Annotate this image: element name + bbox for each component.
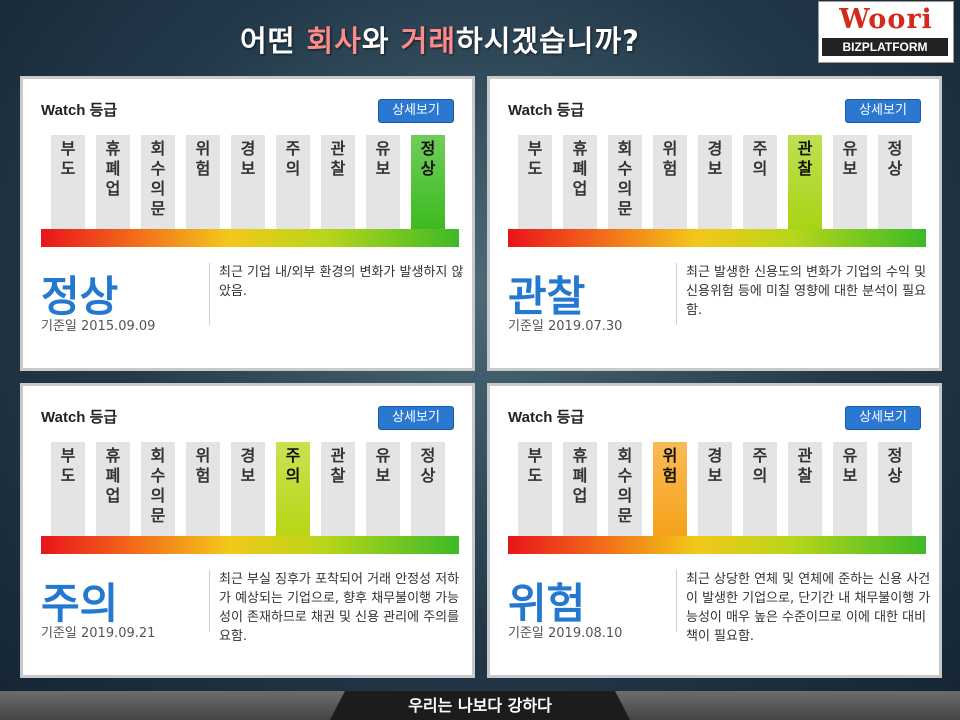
logo-sub: BIZPLATFORM xyxy=(822,38,948,56)
footer-bar: 우리는 나보다 강하다 xyxy=(0,691,960,720)
watch-grade-card: Watch 등급 상세보기 부 도 휴 폐 업 회 수 의 문 위 험 경 보 주 의 관 찰 유 보 정 상 정상 기준일 2… xyxy=(20,76,475,371)
watch-grade-card: Watch 등급 상세보기 부 도 휴 폐 업 회 수 의 문 위 험 경 보 주 의 관 찰 유 보 정 상 주의 기준일 2… xyxy=(20,383,475,678)
title-part-2: 회사 xyxy=(306,24,362,58)
detail-button[interactable]: 상세보기 xyxy=(845,406,921,430)
grade-date: 기준일 2019.08.10 xyxy=(508,626,623,641)
grade-gradient-bar xyxy=(508,229,926,247)
card-header: Watch 등급 xyxy=(41,409,118,426)
grade-description: 최근 발생한 신용도의 변화가 기업의 수익 및 신용위험 등에 미칠 영향에 … xyxy=(686,265,927,318)
grade-description: 최근 상당한 연체 및 연체에 준하는 신용 사건이 발생한 기업으로, 단기간… xyxy=(686,572,931,644)
card-header: Watch 등급 xyxy=(41,102,118,119)
grade-status: 관찰 xyxy=(508,272,586,321)
page-title: 어떤 회사와 거래하시겠습니까? xyxy=(0,18,880,60)
title-part-5: 하시겠습니까? xyxy=(456,24,640,58)
divider xyxy=(209,570,210,632)
detail-button[interactable]: 상세보기 xyxy=(378,99,454,123)
card-header: Watch 등급 xyxy=(508,102,585,119)
divider xyxy=(676,263,677,325)
detail-button[interactable]: 상세보기 xyxy=(378,406,454,430)
grade-date: 기준일 2019.07.30 xyxy=(508,319,623,334)
grade-description: 최근 부실 징후가 포착되어 거래 안정성 저하가 예상되는 기업으로, 향후 … xyxy=(219,572,460,644)
watch-grade-card: Watch 등급 상세보기 부 도 휴 폐 업 회 수 의 문 위 험 경 보 주 의 관 찰 유 보 정 상 위험 기준일 2… xyxy=(487,383,942,678)
card-header: Watch 등급 xyxy=(508,409,585,426)
title-part-1: 어떤 xyxy=(240,24,307,58)
grade-status: 정상 xyxy=(41,272,119,321)
grade-date: 기준일 2015.09.09 xyxy=(41,319,156,334)
watch-grade-card: Watch 등급 상세보기 부 도 휴 폐 업 회 수 의 문 위 험 경 보 주 의 관 찰 유 보 정 상 관찰 기준일 2… xyxy=(487,76,942,371)
logo-brand: Woori xyxy=(839,4,933,35)
footer-motto: 우리는 나보다 강하다 xyxy=(330,691,630,720)
divider xyxy=(209,263,210,325)
grade-gradient-bar xyxy=(508,536,926,554)
woori-logo: Woori BIZPLATFORM xyxy=(818,1,954,63)
title-part-4: 거래 xyxy=(400,24,457,58)
grade-description: 최근 기업 내/외부 환경의 변화가 발생하지 않았음. xyxy=(219,265,464,299)
grade-gradient-bar xyxy=(41,229,459,247)
grade-status: 주의 xyxy=(41,579,119,628)
title-part-3: 와 xyxy=(361,24,401,58)
grade-status: 위험 xyxy=(508,579,586,628)
detail-button[interactable]: 상세보기 xyxy=(845,99,921,123)
grade-date: 기준일 2019.09.21 xyxy=(41,626,156,641)
grade-gradient-bar xyxy=(41,536,459,554)
divider xyxy=(676,570,677,632)
